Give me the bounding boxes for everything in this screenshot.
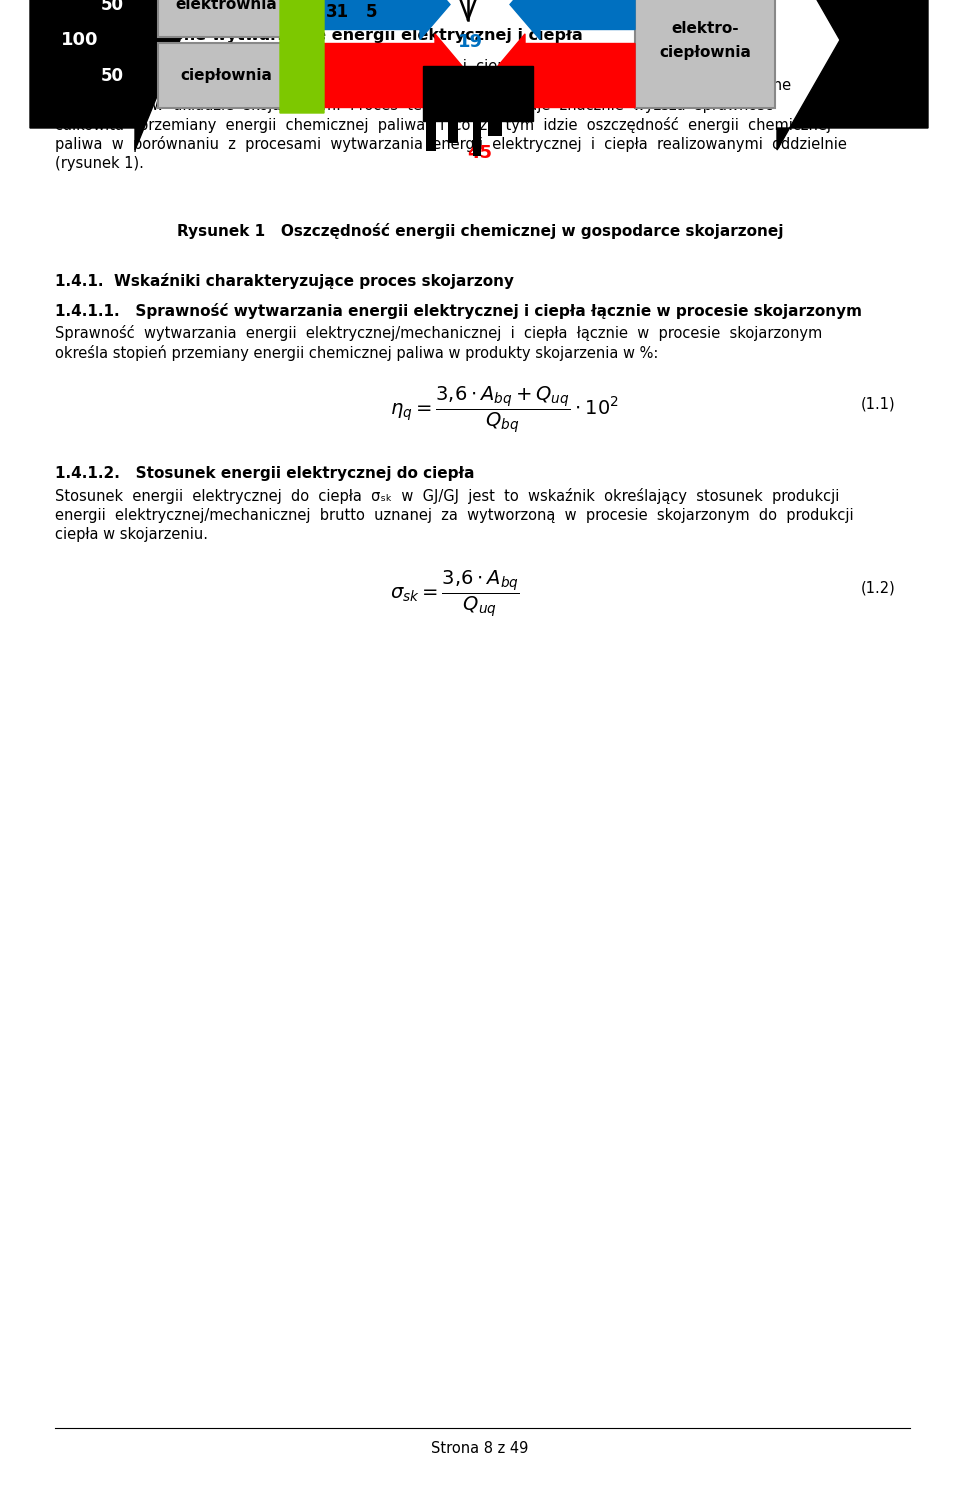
Text: (1.2): (1.2) (860, 580, 896, 595)
Text: ciepłownia: ciepłownia (660, 45, 751, 60)
Text: ciepłownia: ciepłownia (180, 68, 273, 83)
Text: 1.4.   Skojarzone wytwarzanie energii elektrycznej i ciepła: 1.4. Skojarzone wytwarzanie energii elek… (55, 29, 583, 44)
Bar (473, 120, 481, 155)
Text: 1.4.1.  Wskaźniki charakteryzujące proces skojarzony: 1.4.1. Wskaźniki charakteryzujące proces… (55, 273, 514, 289)
FancyArrow shape (510, 0, 635, 39)
Text: 31: 31 (326, 3, 349, 21)
Text: Sprawność  wytwarzania  energii  elektrycznej/mechanicznej  i  ciepła  łącznie  : Sprawność wytwarzania energii elektryczn… (55, 325, 823, 340)
Polygon shape (264, 0, 340, 113)
FancyArrow shape (295, 0, 450, 39)
Text: Rysunek 1   Oszczędność energii chemicznej w gospodarce skojarzonej: Rysunek 1 Oszczędność energii chemicznej… (177, 223, 783, 239)
Text: 5: 5 (366, 3, 377, 21)
Bar (426, 120, 436, 151)
Text: 50: 50 (101, 0, 124, 14)
Text: 80: 80 (808, 32, 831, 50)
Text: 45: 45 (468, 143, 492, 161)
Bar (448, 120, 458, 143)
Polygon shape (30, 0, 180, 151)
Bar (423, 65, 533, 120)
Text: Strona 8 z 49: Strona 8 z 49 (431, 1441, 529, 1456)
Text: Skojarzony  proces  wytwarzania  energii  elektrycznej  i  ciepła  jest  to  pro: Skojarzony proces wytwarzania energii el… (55, 59, 760, 74)
Text: elektro-: elektro- (671, 21, 739, 36)
Text: 1.4.1.1.   Sprawność wytwarzania energii elektrycznej i ciepła łącznie w procesi: 1.4.1.1. Sprawność wytwarzania energii e… (55, 303, 862, 319)
Bar (635, 0, 775, 108)
Polygon shape (777, 0, 928, 151)
Text: 1.4.1.2.   Stosunek energii elektrycznej do ciepła: 1.4.1.2. Stosunek energii elektrycznej d… (55, 465, 474, 480)
Polygon shape (506, 74, 526, 120)
Text: elektrownia: elektrownia (176, 0, 277, 12)
Text: 19: 19 (458, 33, 483, 51)
Bar (158, 0, 295, 38)
Text: Stosunek  energii  elektrycznej  do  ciepła  σₛₖ  w  GJ/GJ  jest  to  wskaźnik  : Stosunek energii elektrycznej do ciepła … (55, 488, 839, 505)
Text: energii  elektrycznej/mechanicznej  brutto  uznanej  za  wytworzoną  w  procesie: energii elektrycznej/mechanicznej brutto… (55, 508, 853, 523)
Text: (rysunek 1).: (rysunek 1). (55, 155, 144, 170)
Text: przetwarzania  energii  chemicznej  paliw  w  energię  elektryczną/mechaniczną  : przetwarzania energii chemicznej paliw w… (55, 77, 791, 92)
Text: (1.1): (1.1) (861, 396, 896, 411)
Bar (488, 120, 502, 136)
FancyArrow shape (490, 35, 635, 117)
Text: całkowita  (przemiany  energii  chemicznej  paliwa)  i  co  za  tym  idzie  oszc: całkowita (przemiany energii chemicznej … (55, 116, 831, 133)
Text: realizowany  w  układzie  skojarzonym.  Proces  ten  charakteryzuje  znacznie  w: realizowany w układzie skojarzonym. Proc… (55, 96, 773, 113)
Bar (158, 44, 295, 108)
Text: 50: 50 (101, 66, 124, 84)
Text: paliwa  w  porównaniu  z  procesami  wytwarzania  energii  elektrycznej  i  ciep: paliwa w porównaniu z procesami wytwarza… (55, 136, 847, 152)
Text: 100: 100 (61, 32, 99, 50)
Text: określa stopień przemiany energii chemicznej paliwa w produkty skojarzenia w %:: określa stopień przemiany energii chemic… (55, 345, 659, 360)
Text: $\sigma_{sk} = \dfrac{3{,}6 \cdot A_{bq}}{Q_{uq}}$: $\sigma_{sk} = \dfrac{3{,}6 \cdot A_{bq}… (390, 568, 520, 619)
Text: $\eta_q = \dfrac{3{,}6 \cdot A_{bq} + Q_{uq}}{Q_{bq}} \cdot 10^2$: $\eta_q = \dfrac{3{,}6 \cdot A_{bq} + Q_… (390, 384, 619, 435)
FancyArrow shape (295, 35, 470, 117)
Text: ciepła w skojarzeniu.: ciepła w skojarzeniu. (55, 527, 208, 542)
